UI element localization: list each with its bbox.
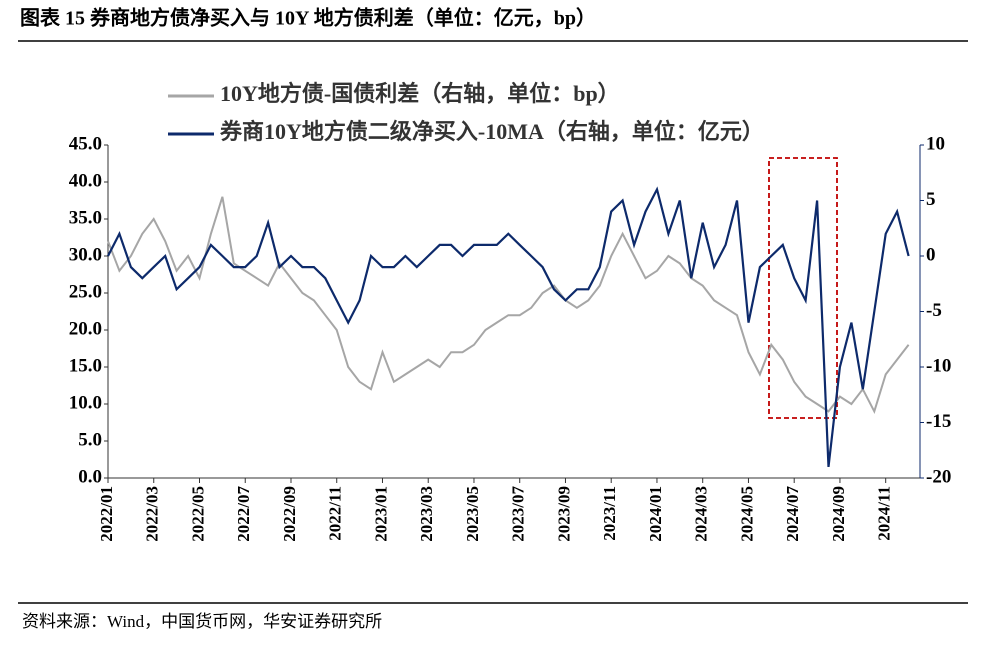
- x-tick-label: 2023/07: [509, 486, 528, 542]
- y2-tick-label: 5: [926, 189, 936, 210]
- source-note: 资料来源：Wind，中国货币网，华安证券研究所: [22, 612, 382, 631]
- series-line: [107, 186, 910, 468]
- legend-label: 券商10Y地方债二级净买入-10MA（右轴，单位：亿元）: [219, 119, 764, 144]
- x-tick-label: 2023/03: [417, 486, 436, 542]
- x-tick-label: 2024/03: [692, 486, 711, 542]
- x-tick-label: 2023/11: [600, 486, 619, 541]
- x-tick-label: 2022/07: [234, 486, 253, 542]
- x-tick-label: 2023/01: [371, 486, 390, 542]
- y-tick-label: 40.0: [69, 170, 102, 191]
- x-tick-label: 2023/09: [554, 486, 573, 542]
- x-tick-label: 2022/11: [326, 486, 345, 541]
- y-tick-label: 25.0: [69, 281, 102, 302]
- x-tick-label: 2024/05: [737, 486, 756, 542]
- y-tick-label: 15.0: [69, 355, 102, 376]
- x-tick-label: 2024/01: [646, 486, 665, 542]
- y2-tick-label: 0: [926, 244, 936, 265]
- y-tick-label: 45.0: [69, 133, 102, 154]
- y2-tick-label: 10: [926, 133, 945, 154]
- y-tick-label: 10.0: [69, 392, 102, 413]
- y-tick-label: 20.0: [69, 318, 102, 339]
- y2-tick-label: -15: [926, 411, 951, 432]
- y-tick-label: 30.0: [69, 244, 102, 265]
- y2-tick-label: -20: [926, 466, 951, 487]
- x-tick-label: 2022/09: [280, 486, 299, 542]
- y2-tick-label: -5: [926, 300, 942, 321]
- x-tick-label: 2022/05: [188, 486, 207, 542]
- x-tick-label: 2023/05: [463, 486, 482, 542]
- y2-tick-label: -10: [926, 355, 951, 376]
- legend-label: 10Y地方债-国债利差（右轴，单位：bp）: [220, 81, 620, 106]
- legend: 10Y地方债-国债利差（右轴，单位：bp） 券商10Y地方债二级净买入-10MA（…: [168, 81, 764, 144]
- series-line: [107, 196, 910, 415]
- x-tick-label: 2022/03: [143, 486, 162, 542]
- chart-title: 图表 15 券商地方债净买入与 10Y 地方债利差（单位：亿元，bp）: [20, 6, 596, 30]
- y-tick-label: 5.0: [78, 429, 102, 450]
- x-tick-label: 2024/11: [875, 486, 894, 541]
- x-tick-label: 2024/09: [829, 486, 848, 542]
- x-tick-label: 2024/07: [783, 486, 802, 542]
- y-tick-label: 35.0: [69, 207, 102, 228]
- x-tick-label: 2022/01: [97, 486, 116, 542]
- highlight-box: [768, 157, 838, 419]
- y-tick-label: 0.0: [78, 466, 102, 487]
